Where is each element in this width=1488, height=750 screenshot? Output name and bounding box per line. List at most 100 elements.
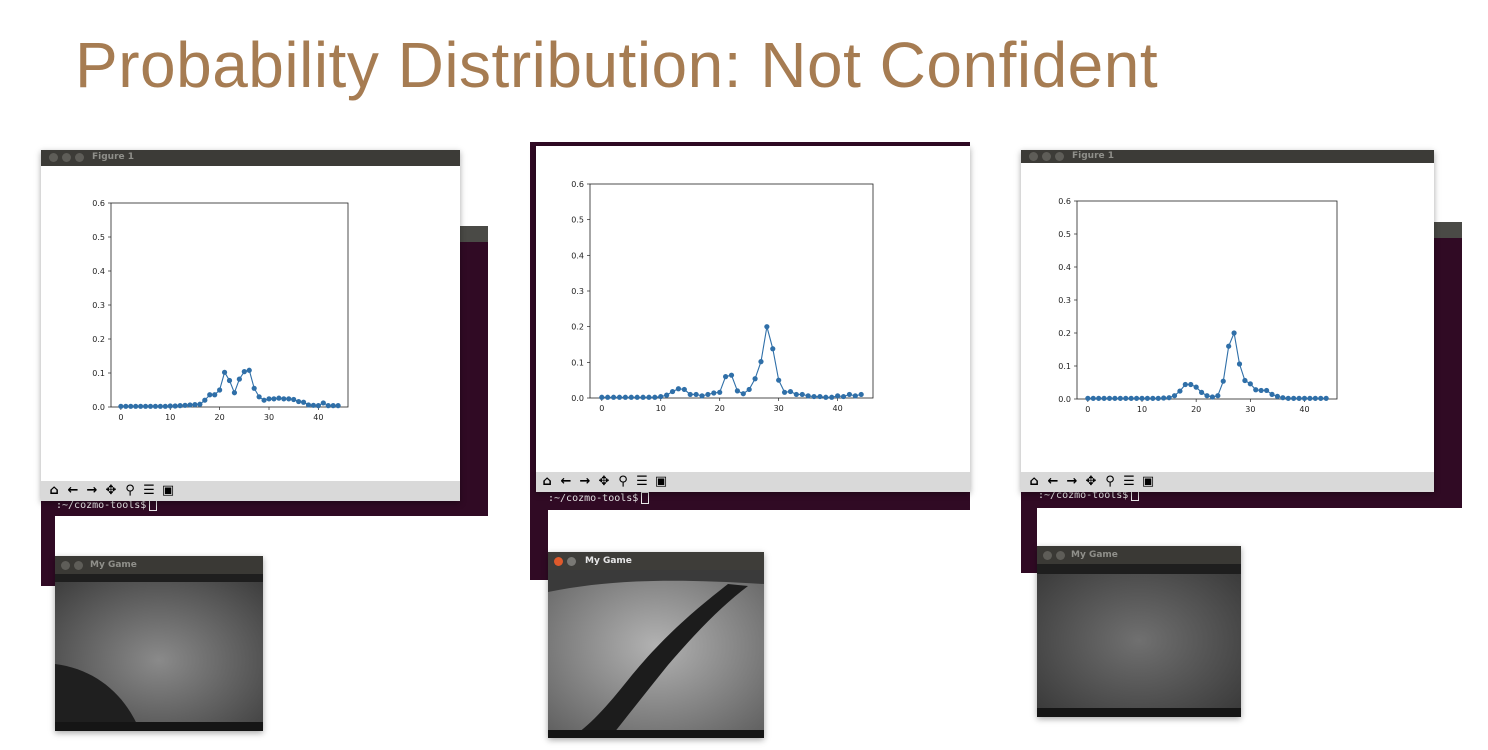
data-point	[1090, 395, 1096, 401]
figure-titlebar[interactable]: Figure 1	[1021, 150, 1434, 163]
forward-arrow-icon[interactable]: →	[579, 474, 591, 489]
data-point	[286, 396, 292, 402]
close-icon[interactable]	[1029, 152, 1038, 161]
data-point	[764, 324, 770, 330]
data-point	[261, 397, 267, 403]
back-arrow-icon[interactable]: ←	[560, 474, 572, 489]
data-point	[1253, 387, 1259, 393]
minimize-icon[interactable]	[62, 153, 71, 162]
close-icon[interactable]	[61, 561, 70, 570]
save-icon[interactable]: ▣	[654, 474, 668, 489]
game-titlebar[interactable]: My Game	[548, 552, 764, 570]
data-point	[622, 394, 628, 400]
game-titlebar[interactable]: My Game	[1037, 546, 1241, 564]
chart-3: 0.0 0.1 0.2 0.3 0.4 0.5 0.6 0 10 20 30 40	[1058, 197, 1338, 414]
minimize-icon[interactable]	[567, 557, 576, 566]
data-point	[207, 392, 213, 398]
save-icon[interactable]: ▣	[1141, 474, 1155, 489]
x-tick-label: 30	[1245, 405, 1255, 414]
data-point	[281, 396, 287, 402]
data-point	[1128, 395, 1134, 401]
data-point	[787, 388, 794, 395]
close-icon[interactable]	[554, 557, 563, 566]
maximize-icon[interactable]	[1055, 152, 1064, 161]
data-point	[310, 402, 317, 408]
data-point	[793, 391, 799, 398]
data-point	[681, 386, 687, 393]
data-point	[138, 403, 144, 409]
home-icon[interactable]: ⌂	[542, 474, 552, 489]
home-icon[interactable]: ⌂	[49, 483, 59, 498]
data-point	[699, 393, 705, 399]
data-point	[1150, 395, 1156, 401]
y-tick-label: 0.6	[571, 180, 584, 189]
back-arrow-icon[interactable]: ←	[1047, 474, 1059, 489]
close-icon[interactable]	[1043, 551, 1052, 560]
data-point	[693, 391, 699, 398]
data-point	[758, 359, 764, 365]
x-tick-label: 0	[118, 413, 123, 422]
data-point	[675, 386, 682, 392]
data-point	[1133, 395, 1140, 401]
pan-icon[interactable]: ✥	[105, 483, 117, 498]
data-point	[221, 369, 228, 375]
data-point	[669, 388, 676, 395]
minimize-icon[interactable]	[74, 561, 83, 570]
data-point	[187, 402, 193, 408]
pan-icon[interactable]: ✥	[1085, 474, 1097, 489]
game-window[interactable]: My Game	[55, 556, 263, 731]
forward-arrow-icon[interactable]: →	[1066, 474, 1078, 489]
minimize-icon[interactable]	[1056, 551, 1065, 560]
y-tick-label: 0.4	[571, 251, 584, 260]
data-point	[652, 394, 658, 400]
y-tick-label: 0.5	[1058, 230, 1071, 239]
window-title: My Game	[585, 556, 632, 566]
zoom-icon[interactable]: ⚲	[125, 483, 135, 498]
save-icon[interactable]: ▣	[161, 483, 175, 498]
x-tick-label: 0	[599, 404, 604, 413]
close-icon[interactable]	[49, 153, 58, 162]
data-point	[628, 394, 634, 400]
zoom-icon[interactable]: ⚲	[1105, 474, 1115, 489]
data-point	[1236, 361, 1243, 367]
x-tick-label: 30	[264, 413, 274, 422]
figure-window[interactable]: Figure 1 0.0 0.1 0.2 0.3 0.4 0.5 0.6 0 10 20 30 40 …	[41, 150, 460, 501]
zoom-icon[interactable]: ⚲	[618, 474, 628, 489]
data-point	[335, 403, 341, 409]
data-point	[1220, 378, 1226, 384]
home-icon[interactable]: ⌂	[1029, 474, 1039, 489]
configure-subplots-icon[interactable]: ☰	[636, 474, 648, 489]
data-point	[723, 374, 729, 380]
data-point	[1301, 395, 1308, 401]
configure-subplots-icon[interactable]: ☰	[1123, 474, 1135, 489]
figure-toolbar: ⌂ ← → ✥ ⚲ ☰ ▣	[41, 481, 460, 501]
maximize-icon[interactable]	[75, 153, 84, 162]
data-point	[610, 394, 617, 400]
data-point	[658, 393, 664, 400]
game-window[interactable]: My Game	[548, 552, 764, 738]
figure-window[interactable]: 0.0 0.1 0.2 0.3 0.4 0.5 0.6 0 10 20 30 40 ⌂ ← → ✥ ⚲…	[536, 146, 970, 492]
figure-window[interactable]: Figure 1 0.0 0.1 0.2 0.3 0.4 0.5 0.6 0 10 20 30 40 …	[1021, 150, 1434, 492]
forward-arrow-icon[interactable]: →	[86, 483, 98, 498]
data-point	[799, 391, 805, 398]
data-point	[157, 403, 163, 409]
data-point	[1247, 381, 1253, 387]
data-point	[162, 403, 168, 409]
game-window[interactable]: My Game	[1037, 546, 1241, 717]
data-point	[1182, 381, 1188, 388]
minimize-icon[interactable]	[1042, 152, 1051, 161]
data-point	[296, 398, 302, 405]
back-arrow-icon[interactable]: ←	[67, 483, 79, 498]
pan-icon[interactable]: ✥	[598, 474, 610, 489]
x-tick-label: 30	[774, 404, 784, 413]
configure-subplots-icon[interactable]: ☰	[143, 483, 155, 498]
data-point	[256, 394, 262, 400]
camera-view	[548, 570, 764, 738]
y-tick-label: 0.1	[92, 369, 105, 378]
data-point	[1263, 387, 1270, 394]
game-titlebar[interactable]: My Game	[55, 556, 263, 574]
data-point	[172, 403, 178, 409]
data-point	[1274, 393, 1281, 399]
data-point	[1171, 393, 1178, 399]
figure-titlebar[interactable]: Figure 1	[41, 150, 460, 166]
